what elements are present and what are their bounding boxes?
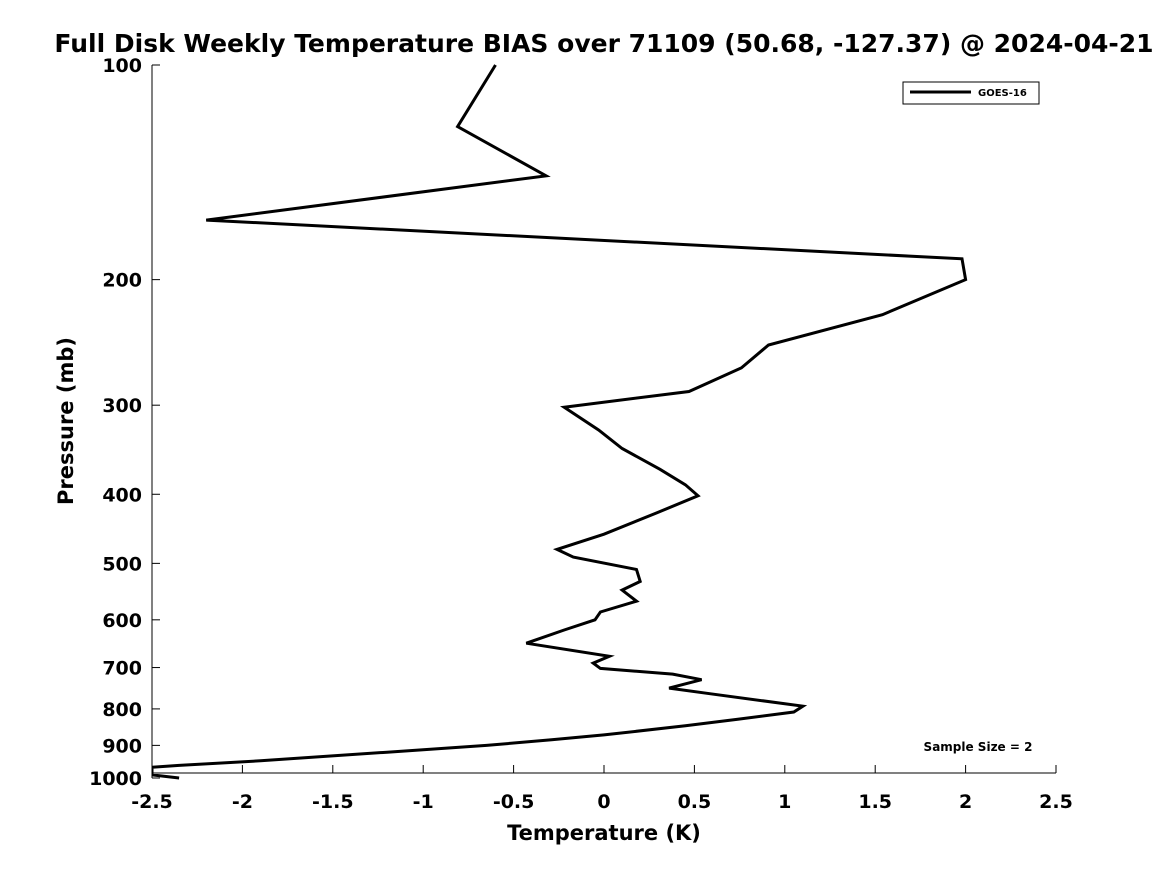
- x-tick-label: -2.5: [131, 791, 173, 813]
- x-tick-label: 2.5: [1039, 791, 1073, 813]
- y-tick-label: 600: [102, 610, 142, 632]
- chart-title: Full Disk Weekly Temperature BIAS over 7…: [54, 29, 1153, 58]
- x-tick-label: 2: [959, 791, 972, 813]
- y-tick-label: 700: [102, 658, 142, 680]
- y-tick-label: 900: [102, 735, 142, 757]
- y-tick-label: 300: [102, 395, 142, 417]
- x-tick-label: -2: [232, 791, 253, 813]
- x-tick-label: 0: [597, 791, 610, 813]
- x-ticks: -2.5 -2 -1.5 -1 -0.5 0 0.5 1 1.5 2 2.5: [131, 765, 1073, 813]
- y-tick-label: 500: [102, 553, 142, 575]
- x-tick-label: 1.5: [858, 791, 892, 813]
- series-line-goes-16: [152, 64, 968, 780]
- y-tick-label: 200: [102, 270, 142, 292]
- x-tick-label: 0.5: [678, 791, 712, 813]
- x-tick-label: -0.5: [493, 791, 535, 813]
- y-axis-label: Pressure (mb): [54, 337, 78, 505]
- y-tick-label: 100: [102, 55, 142, 77]
- series-group: [152, 64, 968, 780]
- sample-size-annotation: Sample Size = 2: [924, 740, 1033, 754]
- legend: GOES-16: [902, 81, 1040, 105]
- x-tick-label: -1: [413, 791, 434, 813]
- y-ticks: 100 200 300 400 500 600 700 800 900 1000: [89, 55, 160, 790]
- legend-label-goes-16: GOES-16: [978, 88, 1027, 99]
- x-tick-label: -1.5: [312, 791, 354, 813]
- y-tick-label: 400: [102, 484, 142, 506]
- y-tick-label: 1000: [89, 768, 142, 790]
- x-axis-label: Temperature (K): [507, 821, 701, 845]
- y-tick-label: 800: [102, 699, 142, 721]
- x-tick-label: 1: [778, 791, 791, 813]
